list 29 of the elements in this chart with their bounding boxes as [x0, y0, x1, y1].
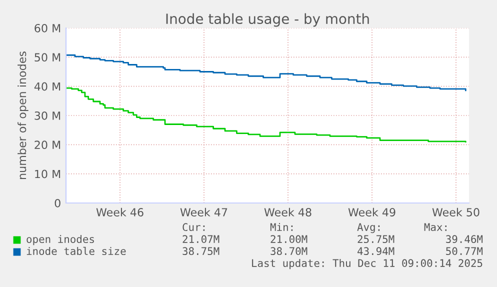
text: 50.77M [446, 247, 483, 256]
legend-label: open inodes [26, 234, 94, 246]
x-tick-label: Week 47 [180, 208, 228, 216]
y-tick-label: 40 M [34, 82, 60, 91]
y-axis-title: number of open inodes [18, 52, 28, 179]
text: 38.75M [182, 247, 220, 256]
text: Avg: [357, 223, 380, 234]
text: 43.94M [358, 247, 394, 256]
chart-title: Inode table usage - by month [166, 13, 369, 27]
y-tick-label: 30 M [34, 111, 60, 120]
text: Max: [424, 223, 446, 232]
x-tick-label: Week 50 [432, 208, 480, 216]
text: 38.70M [270, 247, 308, 256]
y-tick-label: 50 M [34, 53, 60, 62]
x-tick-label: Week 48 [264, 208, 312, 216]
text: Min: [270, 222, 293, 231]
y-tick-label: 0 [54, 198, 60, 208]
y-tick-label: 20 M [34, 140, 60, 150]
legend-label: inode table size [26, 246, 126, 256]
text: 25.75M [358, 235, 394, 244]
text: Last update: Thu Dec 11 09:00:14 2025 [252, 258, 482, 270]
y-tick-label: 10 M [35, 170, 60, 178]
text: 21.00M [270, 235, 308, 244]
x-tick-label: Week 49 [348, 208, 396, 216]
y-tick-label: 60 M [34, 24, 60, 32]
text: 21.07M [182, 235, 220, 244]
text: 39.46M [446, 235, 483, 244]
text: Cur: [182, 223, 205, 232]
x-tick-label: Week 46 [96, 208, 144, 216]
